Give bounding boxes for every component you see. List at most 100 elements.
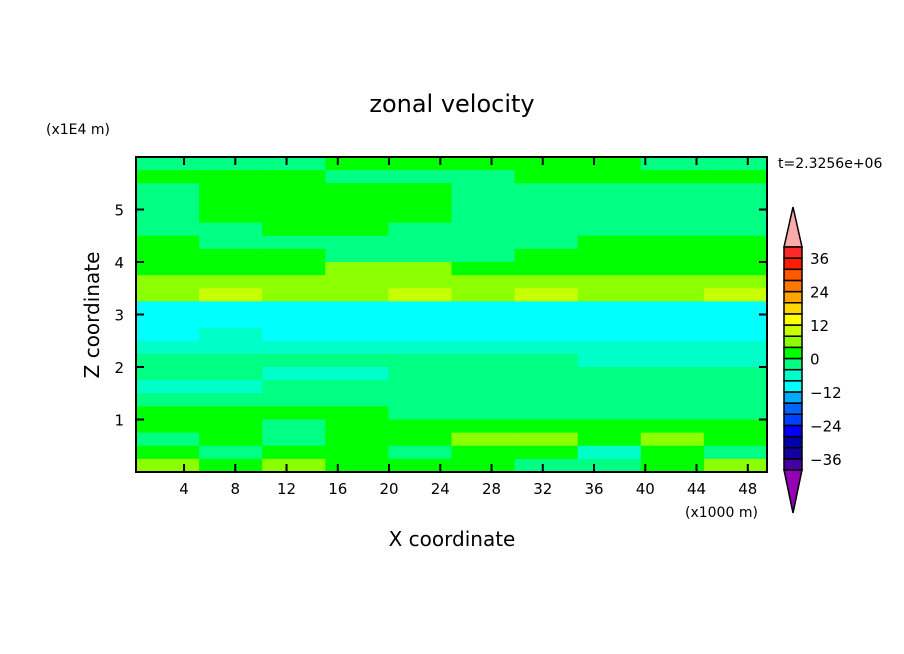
colorbar: 36 24 12 0 −12 −24 −36 [783, 206, 842, 514]
heatmap-cell [199, 288, 263, 302]
heatmap-cell [451, 393, 516, 407]
heatmap-cell [640, 367, 705, 381]
time-label: t=2.3256e+06 [778, 156, 882, 172]
x-tick-label: 36 [584, 480, 603, 498]
heatmap-cell [262, 275, 326, 289]
heatmap-cell [199, 248, 263, 263]
colorbar-box [783, 257, 803, 271]
heatmap-cell [262, 157, 326, 171]
heatmap-cell [388, 235, 452, 250]
heatmap-cell [325, 196, 389, 210]
heatmap-cell [451, 406, 516, 420]
heatmap-cell [388, 301, 452, 315]
heatmap-cell [577, 170, 642, 184]
heatmap-cells [136, 157, 768, 473]
heatmap-cell [577, 406, 642, 420]
x-tick-label: 12 [277, 480, 296, 498]
heatmap-cell [703, 262, 768, 276]
heatmap-cell [451, 183, 516, 197]
heatmap-cell [703, 235, 768, 250]
colorbar-box [783, 290, 803, 304]
heatmap-cell [514, 170, 579, 184]
heatmap-cell [577, 367, 642, 381]
heatmap-cell [262, 288, 326, 302]
heatmap-cell [325, 406, 389, 420]
heatmap-cell [514, 183, 579, 197]
heatmap-cell [577, 340, 642, 355]
heatmap-cell [577, 314, 642, 329]
heatmap-cell [514, 393, 579, 407]
heatmap-cell [199, 432, 263, 447]
heatmap-cell [388, 340, 452, 355]
heatmap-cell [577, 262, 642, 276]
heatmap-cell [262, 209, 326, 224]
heatmap-cell [325, 183, 389, 197]
heatmap-cell [199, 458, 263, 473]
colorbar-box [783, 335, 803, 349]
colorbar-label: −12 [810, 384, 842, 402]
heatmap-cell [199, 301, 263, 315]
heatmap-cell [514, 301, 579, 315]
heatmap-cell [703, 248, 768, 263]
x-tick-label: 16 [328, 480, 347, 498]
heatmap-cell [199, 170, 263, 184]
colorbar-min-arrow [783, 469, 803, 514]
heatmap-cell [262, 222, 326, 237]
y-tick-label: 1 [114, 412, 124, 430]
heatmap-cell [577, 419, 642, 434]
heatmap-cell [325, 157, 389, 171]
heatmap-cell [451, 157, 516, 171]
heatmap-cell [325, 170, 389, 184]
heatmap-cell [325, 248, 389, 263]
heatmap-cell [640, 262, 705, 276]
heatmap-cell [451, 458, 516, 473]
heatmap-cell [577, 445, 642, 460]
heatmap-cell [451, 248, 516, 263]
heatmap-cell [325, 393, 389, 407]
colorbar-box [783, 302, 803, 315]
heatmap-cell [514, 353, 579, 368]
heatmap-cell [199, 353, 263, 368]
colorbar-label: 36 [810, 250, 829, 268]
heatmap-cell [199, 445, 263, 460]
heatmap-cell [640, 157, 705, 171]
heatmap-cell [388, 367, 452, 381]
heatmap-cell [199, 393, 263, 407]
heatmap-cell [199, 157, 263, 171]
heatmap-cell [262, 183, 326, 197]
heatmap-cell [703, 170, 768, 184]
colorbar-box [783, 424, 803, 438]
heatmap-cell [703, 340, 768, 355]
heatmap-cell [136, 406, 200, 420]
colorbar-box [783, 357, 803, 371]
heatmap-cell [325, 327, 389, 342]
x-tick-label: 20 [379, 480, 398, 498]
heatmap-cell [325, 380, 389, 394]
x-axis-label: X coordinate [389, 527, 516, 551]
heatmap-cell [640, 340, 705, 355]
heatmap-cell [703, 458, 768, 473]
heatmap-cell [703, 157, 768, 171]
heatmap-cell [325, 235, 389, 250]
heatmap-cell [703, 288, 768, 302]
heatmap-cell [451, 301, 516, 315]
heatmap-cell [703, 445, 768, 460]
heatmap-cell [514, 432, 579, 447]
heatmap-cell [199, 327, 263, 342]
heatmap-cell [514, 235, 579, 250]
heatmap-cell [262, 235, 326, 250]
heatmap-cell [325, 301, 389, 315]
heatmap-cell [325, 262, 389, 276]
heatmap-cell [199, 314, 263, 329]
heatmap-cell [136, 367, 200, 381]
heatmap-cell [325, 288, 389, 302]
colorbar-box [783, 368, 803, 382]
heatmap-cell [640, 288, 705, 302]
heatmap-cell [388, 445, 452, 460]
heatmap-cell [451, 275, 516, 289]
heatmap-cell [388, 353, 452, 368]
heatmap-cell [199, 183, 263, 197]
heatmap-cell [136, 170, 200, 184]
colorbar-box [783, 402, 803, 416]
